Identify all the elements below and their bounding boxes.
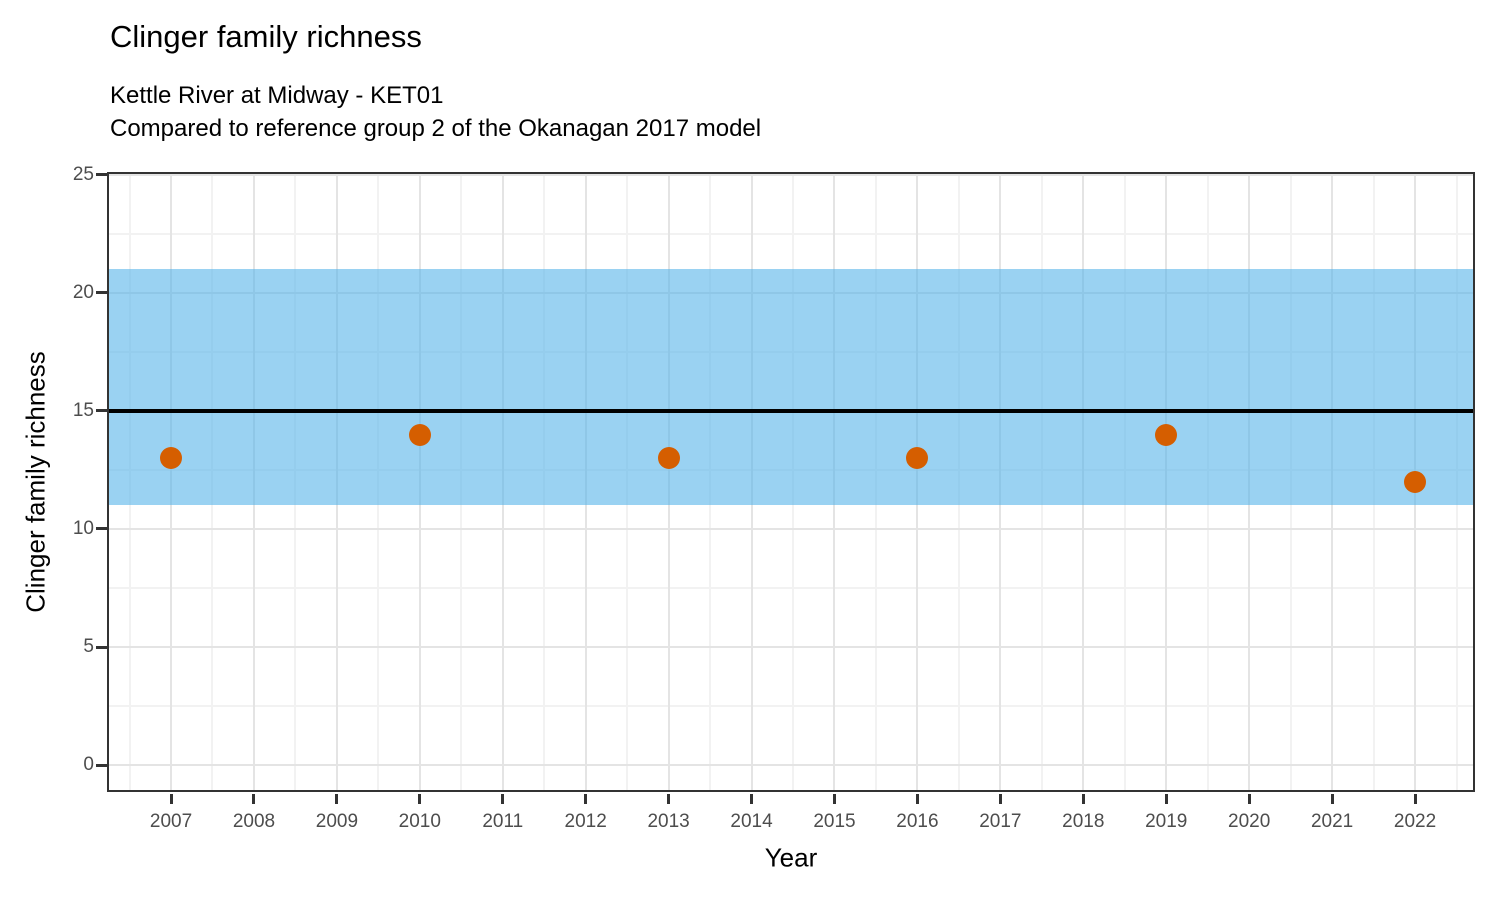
x-axis-tick-label: 2011: [482, 811, 524, 832]
y-axis-tick: [96, 173, 107, 177]
x-axis-tick: [1081, 794, 1085, 804]
y-axis-tick-label: 0: [83, 754, 94, 775]
x-axis-tick: [418, 794, 422, 804]
gridline-major-horizontal: [107, 646, 1475, 648]
data-point: [160, 447, 183, 470]
x-axis-tick-label: 2016: [896, 811, 939, 832]
x-axis-tick-label: 2012: [564, 811, 607, 832]
gridline-minor-horizontal: [107, 232, 1475, 235]
gridline-major-horizontal: [107, 527, 1475, 530]
x-axis-tick-label: 2014: [730, 811, 773, 832]
x-axis-tick-label: 2019: [1145, 811, 1188, 832]
x-axis-tick-label: 2010: [398, 811, 441, 832]
x-axis-tick-label: 2015: [813, 811, 856, 832]
x-axis-tick: [1164, 794, 1168, 804]
x-axis-tick-label: 2022: [1393, 811, 1437, 832]
x-axis-tick-label: 2008: [232, 811, 276, 832]
x-axis-tick-label: 2018: [1062, 811, 1105, 832]
y-axis-tick-label: 25: [72, 163, 94, 185]
data-point: [1155, 423, 1178, 446]
data-point: [657, 447, 680, 470]
x-axis-tick: [584, 794, 588, 804]
x-axis-tick: [501, 794, 505, 804]
chart-subtitle-line-1: Kettle River at Midway - KET01: [110, 82, 444, 109]
x-axis-tick: [667, 794, 671, 804]
plot-panel: [107, 172, 1475, 792]
y-axis-tick: [96, 409, 107, 413]
gridline-major-horizontal: [107, 173, 1475, 176]
x-axis-tick: [252, 794, 256, 804]
x-axis-tick: [1330, 794, 1334, 804]
y-axis-tick-label: 15: [72, 399, 94, 421]
x-axis-tick: [169, 794, 173, 804]
y-axis-tick: [96, 291, 107, 295]
reference-band: [107, 269, 1475, 506]
x-axis-tick-label: 2021: [1310, 811, 1354, 832]
x-axis-tick: [915, 794, 919, 804]
y-axis-tick: [96, 527, 107, 531]
panel-border: [107, 172, 1475, 792]
x-axis-tick: [750, 794, 754, 804]
y-axis-tick-label: 5: [83, 636, 94, 657]
y-axis-tick-label: 20: [72, 281, 94, 303]
x-axis-title: Year: [764, 842, 818, 873]
y-axis-tick: [96, 763, 107, 767]
x-axis-tick-label: 2017: [979, 811, 1022, 832]
x-axis-tick-label: 2007: [149, 811, 193, 832]
reference-line: [107, 408, 1475, 413]
x-axis-tick-label: 2013: [647, 811, 690, 832]
x-axis-tick: [832, 794, 836, 804]
x-axis-tick: [998, 794, 1002, 804]
chart-subtitle-line-2: Compared to reference group 2 of the Oka…: [110, 115, 762, 142]
data-point: [1404, 470, 1427, 493]
x-axis-tick-label: 2020: [1228, 811, 1271, 832]
gridline-minor-horizontal: [107, 705, 1475, 707]
data-point: [906, 447, 929, 470]
gridline-major-horizontal: [107, 764, 1475, 766]
gridline-minor-horizontal: [107, 587, 1475, 589]
y-axis-tick: [96, 645, 107, 649]
data-point: [408, 423, 431, 446]
x-axis-tick: [1247, 794, 1251, 804]
y-axis-tick-label: 10: [72, 517, 94, 539]
x-axis-tick: [1413, 794, 1417, 804]
x-axis-tick: [335, 794, 339, 804]
x-axis-tick-label: 2009: [315, 811, 359, 832]
chart-title: Clinger family richness: [110, 19, 422, 54]
